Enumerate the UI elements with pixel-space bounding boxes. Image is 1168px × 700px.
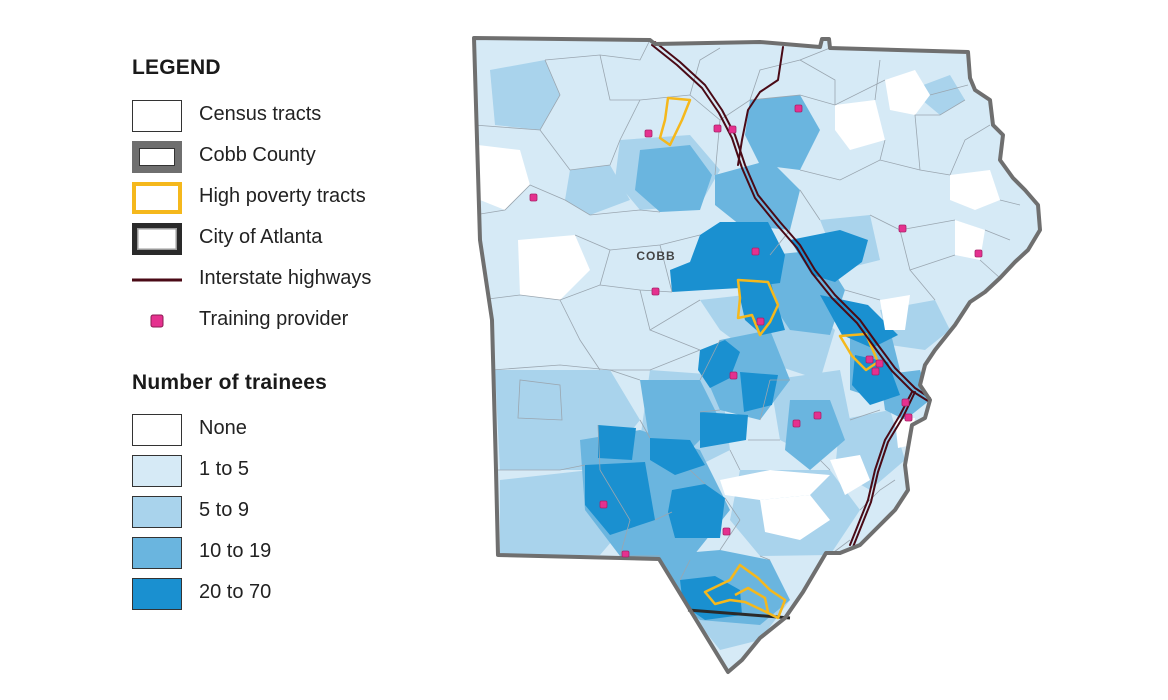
training-provider-icon <box>150 314 164 328</box>
trainees-class-none: None <box>132 414 452 448</box>
high-poverty-tract <box>736 278 780 337</box>
city-boundary-icon <box>132 223 182 255</box>
training-provider <box>974 249 983 258</box>
high-poverty-tract <box>658 96 692 147</box>
legend-label: None <box>199 417 247 439</box>
interstate-highway <box>654 41 931 399</box>
county-boundary-icon <box>132 141 182 173</box>
interstate-highway <box>651 44 929 402</box>
training-provider <box>898 224 907 233</box>
trainees-class-1-5: 1 to 5 <box>132 455 452 489</box>
training-provider <box>651 287 660 296</box>
training-provider <box>901 398 910 407</box>
legend-title: LEGEND <box>132 56 221 79</box>
legend-label: Census tracts <box>199 103 322 125</box>
trainees-class-10-19: 10 to 19 <box>132 537 452 571</box>
legend-label: Interstate highways <box>199 267 372 289</box>
trainees-swatch <box>132 496 182 528</box>
trainees-legend-title: Number of trainees <box>132 371 327 394</box>
interstate-highway <box>737 46 784 166</box>
legend-label: 5 to 9 <box>199 499 250 521</box>
county-label: COBB <box>636 249 675 263</box>
trainees-class-5-9: 5 to 9 <box>132 496 452 530</box>
interstate-highway <box>852 391 916 548</box>
legend-item-cobb-county: Cobb County <box>132 141 452 175</box>
trainees-swatch <box>132 537 182 569</box>
legend-item-city-of-atlanta: City of Atlanta <box>132 223 452 257</box>
legend-item-training-provider: Training provider <box>132 305 452 339</box>
high-poverty-tracts <box>658 96 880 620</box>
census-tracts-layer <box>474 38 1040 672</box>
training-provider <box>904 413 913 422</box>
legend-item-interstate: Interstate highways <box>132 264 452 298</box>
census-tract-icon <box>132 100 182 132</box>
training-provider <box>865 355 874 364</box>
trainees-swatch <box>132 414 182 446</box>
highway-line-icon <box>132 278 182 282</box>
training-provider <box>756 317 765 326</box>
legend-label: Cobb County <box>199 144 316 166</box>
trainees-swatch <box>132 578 182 610</box>
training-provider <box>713 124 722 133</box>
tracts-20-to-70 <box>585 222 900 620</box>
legend-label: 1 to 5 <box>199 458 250 480</box>
legend-item-high-poverty: High poverty tracts <box>132 182 452 216</box>
training-provider <box>599 500 608 509</box>
legend-label: 20 to 70 <box>199 581 272 603</box>
legend-item-census-tracts: Census tracts <box>132 100 452 134</box>
training-provider <box>792 419 801 428</box>
trainees-class-20-70: 20 to 70 <box>132 578 452 612</box>
high-poverty-tract <box>703 563 787 620</box>
training-provider <box>729 371 738 380</box>
training-provider <box>728 125 737 134</box>
training-provider <box>529 193 538 202</box>
legend-label: City of Atlanta <box>199 226 323 248</box>
training-provider <box>794 104 803 113</box>
training-providers <box>529 104 983 558</box>
high-poverty-icon <box>132 182 182 214</box>
high-poverty-tract <box>734 586 770 613</box>
legend-label: 10 to 19 <box>199 540 272 562</box>
trainees-swatch <box>132 455 182 487</box>
interstate-highway <box>849 391 913 546</box>
training-provider <box>871 367 880 376</box>
training-provider <box>751 247 760 256</box>
training-provider <box>722 527 731 536</box>
training-provider <box>621 550 630 558</box>
cobb-county-border <box>472 36 1042 674</box>
training-provider <box>813 411 822 420</box>
training-provider <box>875 359 884 368</box>
interstate-highways <box>651 41 931 548</box>
legend-label: High poverty tracts <box>199 185 366 207</box>
legend-label: Training provider <box>199 308 349 330</box>
high-poverty-tract <box>838 332 880 372</box>
training-provider <box>644 129 653 138</box>
